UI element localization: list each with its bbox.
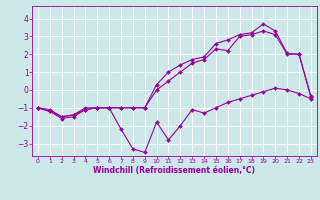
X-axis label: Windchill (Refroidissement éolien,°C): Windchill (Refroidissement éolien,°C) bbox=[93, 166, 255, 175]
